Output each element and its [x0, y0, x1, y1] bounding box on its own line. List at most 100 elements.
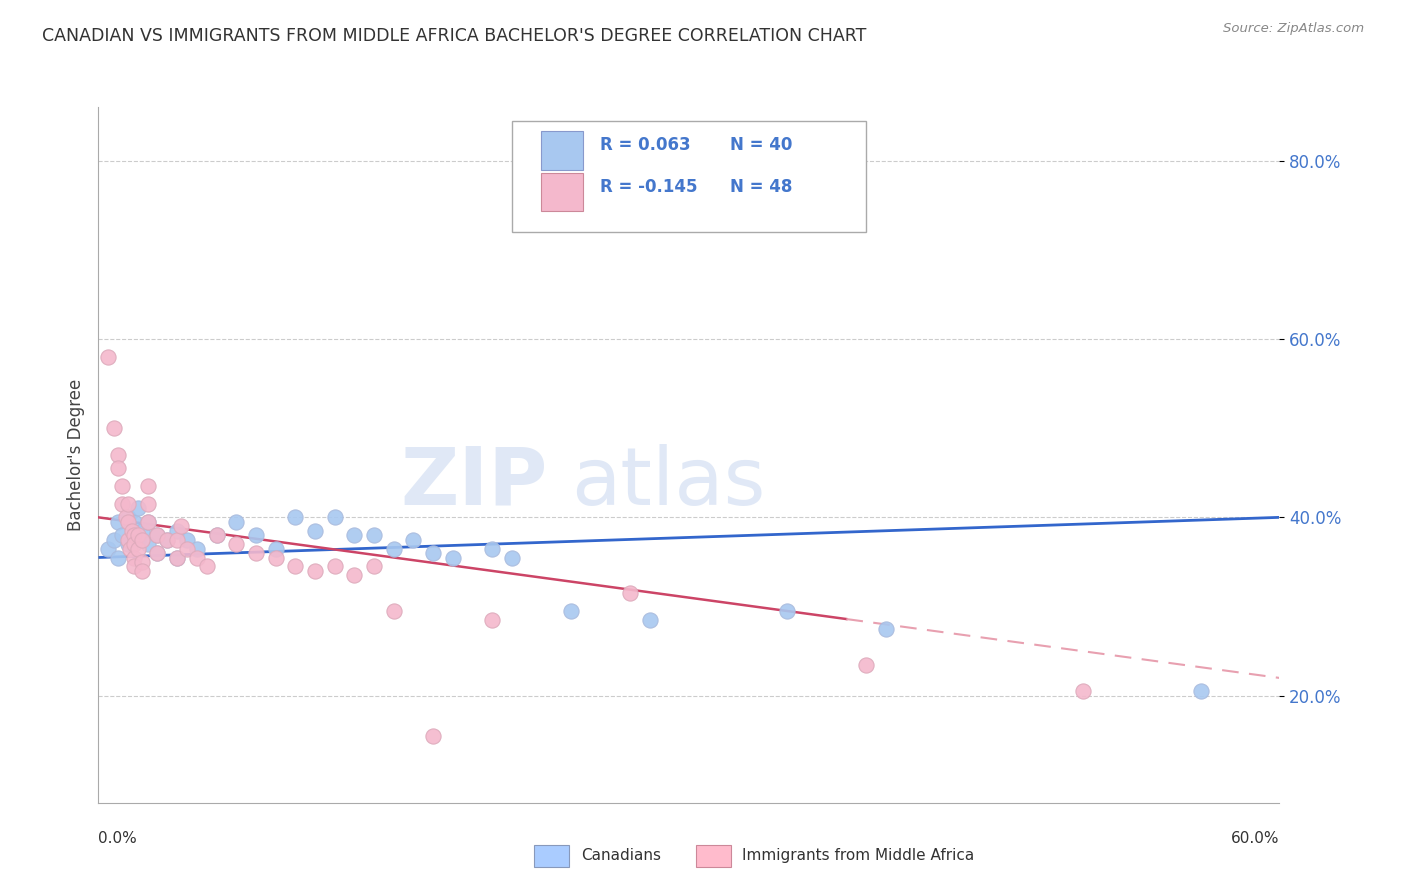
Point — [170, 519, 193, 533]
Point — [136, 515, 159, 529]
Point — [156, 533, 179, 547]
Point — [855, 657, 877, 672]
Point — [1189, 684, 1212, 698]
Point — [284, 559, 307, 574]
Point — [363, 559, 385, 574]
Point — [127, 541, 149, 556]
Point — [117, 515, 139, 529]
Text: Canadians: Canadians — [581, 848, 661, 863]
Point — [146, 546, 169, 560]
Point — [111, 528, 134, 542]
Bar — [541, 173, 582, 211]
Text: CANADIAN VS IMMIGRANTS FROM MIDDLE AFRICA BACHELOR'S DEGREE CORRELATION CHART: CANADIAN VS IMMIGRANTS FROM MIDDLE AFRIC… — [42, 27, 866, 45]
Text: R = 0.063: R = 0.063 — [600, 136, 690, 154]
FancyBboxPatch shape — [512, 121, 866, 232]
Text: 60.0%: 60.0% — [1232, 830, 1279, 846]
Point — [131, 524, 153, 538]
Point — [107, 550, 129, 565]
Point — [343, 528, 366, 542]
Point — [103, 533, 125, 547]
Point — [136, 497, 159, 511]
Y-axis label: Bachelor's Degree: Bachelor's Degree — [66, 379, 84, 531]
Point — [323, 559, 346, 574]
Point — [146, 546, 169, 560]
Point — [225, 537, 247, 551]
Point — [117, 497, 139, 511]
Point — [136, 515, 159, 529]
Point — [245, 546, 267, 560]
Point — [122, 528, 145, 542]
Point — [166, 524, 188, 538]
Point — [501, 550, 523, 565]
Point — [103, 421, 125, 435]
Point — [776, 604, 799, 618]
Point — [186, 550, 208, 565]
Point — [111, 497, 134, 511]
Point — [195, 559, 218, 574]
Point — [186, 541, 208, 556]
Point — [122, 515, 145, 529]
Text: 0.0%: 0.0% — [98, 830, 138, 846]
Point — [875, 622, 897, 636]
Point — [118, 541, 141, 556]
Point — [156, 533, 179, 547]
Point — [619, 586, 641, 600]
Point — [121, 524, 143, 538]
Point — [136, 537, 159, 551]
Point — [638, 613, 661, 627]
Point — [111, 479, 134, 493]
Point — [131, 555, 153, 569]
Point — [343, 568, 366, 582]
Point — [304, 524, 326, 538]
Point — [205, 528, 228, 542]
Point — [131, 533, 153, 547]
Point — [107, 515, 129, 529]
Point — [131, 564, 153, 578]
Text: ZIP: ZIP — [399, 443, 547, 522]
Point — [560, 604, 582, 618]
Point — [107, 461, 129, 475]
Point — [136, 479, 159, 493]
Point — [117, 533, 139, 547]
Point — [205, 528, 228, 542]
Point — [382, 541, 405, 556]
Point — [107, 448, 129, 462]
Point — [422, 546, 444, 560]
Point — [422, 729, 444, 743]
Point — [382, 604, 405, 618]
Point — [264, 550, 287, 565]
Point — [1071, 684, 1094, 698]
Point — [115, 510, 138, 524]
Point — [97, 541, 120, 556]
Point — [323, 510, 346, 524]
Point — [127, 501, 149, 516]
Point — [176, 533, 198, 547]
Point — [127, 533, 149, 547]
Text: N = 40: N = 40 — [730, 136, 793, 154]
Point — [166, 533, 188, 547]
Point — [146, 528, 169, 542]
Text: Source: ZipAtlas.com: Source: ZipAtlas.com — [1223, 22, 1364, 36]
Bar — [541, 131, 582, 169]
Point — [127, 528, 149, 542]
Point — [363, 528, 385, 542]
Text: atlas: atlas — [571, 443, 765, 522]
Point — [245, 528, 267, 542]
Point — [225, 515, 247, 529]
Point — [402, 533, 425, 547]
Point — [176, 541, 198, 556]
Point — [122, 559, 145, 574]
Point — [481, 613, 503, 627]
Point — [284, 510, 307, 524]
Point — [97, 350, 120, 364]
Point — [122, 550, 145, 565]
Point — [166, 550, 188, 565]
Point — [117, 510, 139, 524]
Point — [117, 537, 139, 551]
Text: R = -0.145: R = -0.145 — [600, 178, 697, 196]
Point — [441, 550, 464, 565]
Point — [166, 550, 188, 565]
Text: Immigrants from Middle Africa: Immigrants from Middle Africa — [742, 848, 974, 863]
Point — [304, 564, 326, 578]
Text: N = 48: N = 48 — [730, 178, 793, 196]
